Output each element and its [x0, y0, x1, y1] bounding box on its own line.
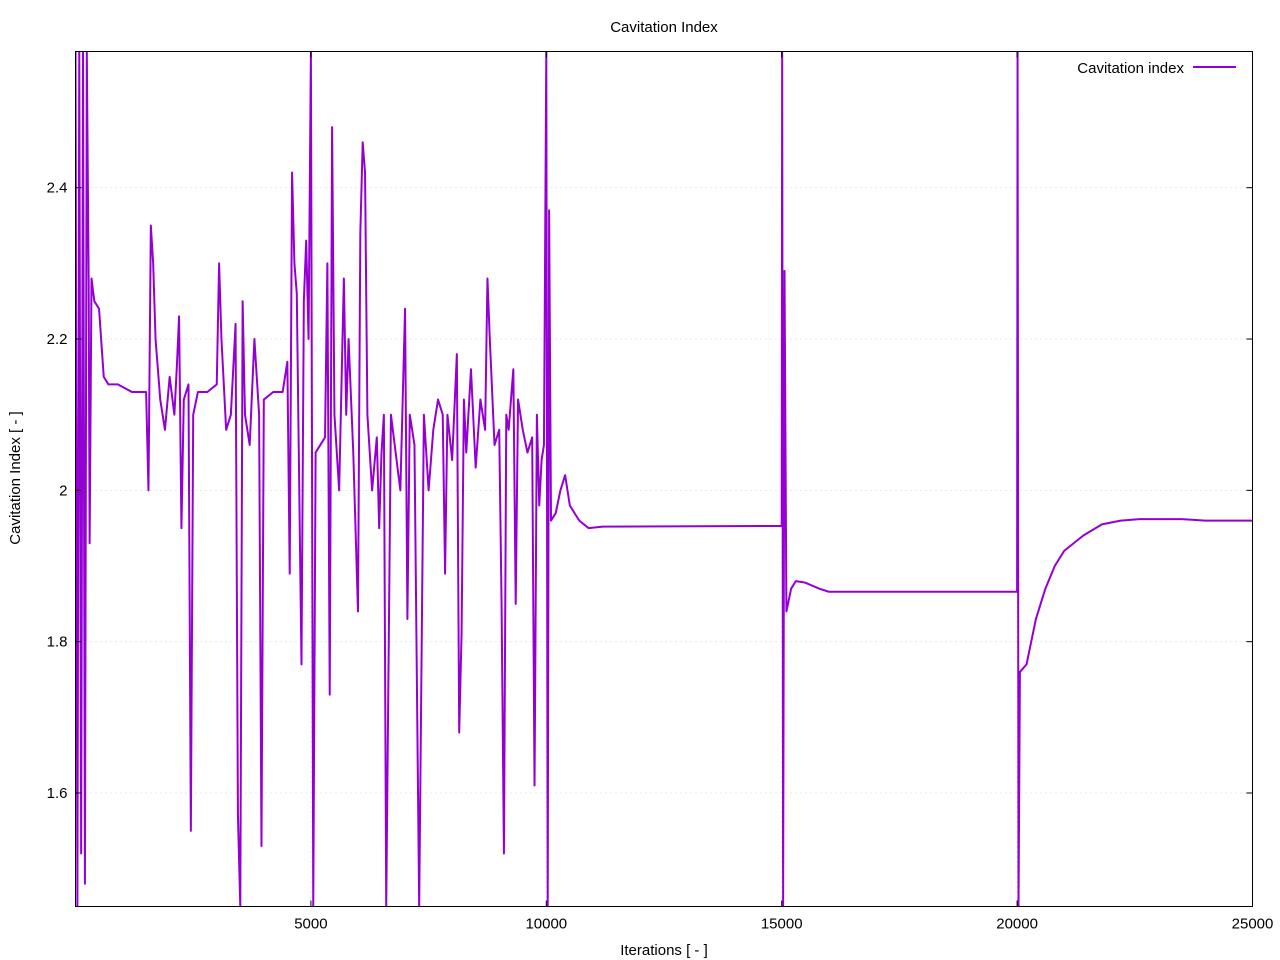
y-axis-label: Cavitation Index [ - ]	[7, 411, 24, 544]
axis-ticks	[75, 51, 1253, 907]
x-tick-labels: 5000 10000 15000 20000 25000	[294, 916, 1273, 933]
legend: Cavitation index	[1077, 60, 1236, 77]
plot-area	[75, 51, 1253, 907]
y-tick-label: 2.2	[47, 331, 68, 348]
y-tick-label: 1.8	[47, 634, 68, 651]
y-tick-labels: 1.6 1.8 2 2.2 2.4	[47, 180, 68, 802]
legend-label: Cavitation index	[1077, 60, 1184, 77]
x-tick-label: 5000	[294, 916, 327, 933]
x-tick-label: 10000	[525, 916, 567, 933]
y-tick-label: 2	[59, 482, 67, 499]
x-axis-label: Iterations [ - ]	[620, 942, 708, 959]
y-tick-label: 2.4	[47, 180, 68, 197]
chart-title: Cavitation Index	[610, 19, 718, 36]
series-line-cavitation-index	[75, 51, 1253, 907]
x-tick-label: 20000	[996, 916, 1038, 933]
plot-border	[75, 51, 1253, 907]
y-tick-label: 1.6	[47, 785, 68, 802]
x-tick-label: 15000	[761, 916, 803, 933]
grid-lines	[75, 51, 1253, 907]
x-tick-label: 25000	[1232, 916, 1274, 933]
